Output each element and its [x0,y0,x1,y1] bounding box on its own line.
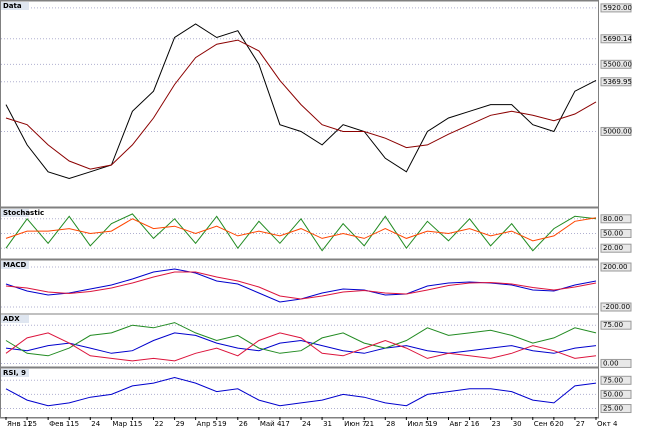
tick-box [600,243,632,253]
tick-box [600,262,632,272]
x-tick-label: 25 [28,420,37,428]
tick-box [600,214,632,224]
series-line [5,23,597,180]
x-tick-label: 16 [471,420,480,428]
panel [0,207,599,260]
x-tick-label: 15 [70,420,79,428]
y-tick-label: -200.00 [603,303,630,311]
series-line [5,332,597,362]
tick-box [600,404,632,414]
tick-box [600,302,632,312]
x-tick-label: 23 [492,420,501,428]
x-tick-label: Сен 6 [534,420,555,428]
x-tick-label: Мар 1 [112,420,133,428]
tick-box [600,3,632,13]
tick-box [600,358,632,368]
x-tick-label: 17 [281,420,290,428]
panel [0,0,599,208]
y-tick-label: 75.00 [603,321,623,329]
x-tick-label: 28 [386,420,395,428]
title-box [1,315,29,323]
x-tick-label: Фев 1 [49,420,70,428]
y-tick-label: 25.00 [603,405,623,413]
title-box [1,369,29,377]
y-tick-label: 5690.14 [603,35,632,43]
y-tick-label: 0.00 [603,359,619,367]
title-box [1,261,29,269]
x-tick-label: Янв 11 [7,420,32,428]
x-tick-label: 19 [428,420,437,428]
title-box [1,2,29,10]
y-tick-label: 50.00 [603,390,623,398]
series-line [5,268,597,303]
panel [0,313,599,368]
series-line [5,271,597,300]
panel-title: RSI, 9 [3,369,26,377]
x-tick-label: Апр 5 [197,420,218,428]
x-tick-label: Авг 2 [450,420,469,428]
x-tick-label: Окт 4 [597,420,618,428]
x-tick-label: Июн 7 [344,420,366,428]
tick-box [600,126,632,136]
tick-box [600,77,632,87]
tick-box [600,229,632,238]
y-tick-label: 5369.95 [603,78,632,86]
panel-title: MACD [3,261,27,269]
title-box [1,209,29,217]
x-tick-label: 27 [576,420,585,428]
x-tick-label: 26 [239,420,248,428]
y-tick-label: 75.00 [603,376,623,384]
x-tick-label: 31 [323,420,332,428]
frame [0,0,599,418]
x-tick-label: 15 [133,420,142,428]
series-line [5,376,597,407]
series-line [5,322,597,357]
x-tick-label: 20 [555,420,564,428]
y-tick-label: 50.00 [603,230,623,238]
panel-title: Data [3,2,22,10]
series-line [5,217,597,242]
x-tick-label: 22 [155,420,164,428]
y-tick-label: 20.00 [603,244,623,252]
x-tick-label: 29 [176,420,185,428]
x-tick-label: 24 [91,420,100,428]
tick-box [600,375,632,385]
series-line [5,332,597,354]
series-line [5,39,597,170]
tick-box [600,59,632,69]
y-tick-label: 5000.00 [603,127,632,135]
x-tick-label: 21 [365,420,374,428]
x-tick-label: 24 [302,420,311,428]
panel-title: Stochastic [3,209,44,217]
y-tick-label: 80.00 [603,215,623,223]
panel [0,367,599,419]
y-tick-label: 200.00 [603,263,628,271]
x-tick-label: 19 [218,420,227,428]
tick-box [600,389,632,399]
series-line [5,213,597,252]
x-tick-label: 30 [513,420,522,428]
y-tick-label: 5920.00 [603,4,632,12]
tick-box [600,34,632,44]
y-tick-label: 5500.00 [603,60,632,68]
panel [0,259,599,315]
tick-box [600,320,632,330]
x-tick-label: Май 4 [260,420,282,428]
x-tick-label: Июл 5 [407,420,429,428]
panel-title: ADX [3,315,20,323]
